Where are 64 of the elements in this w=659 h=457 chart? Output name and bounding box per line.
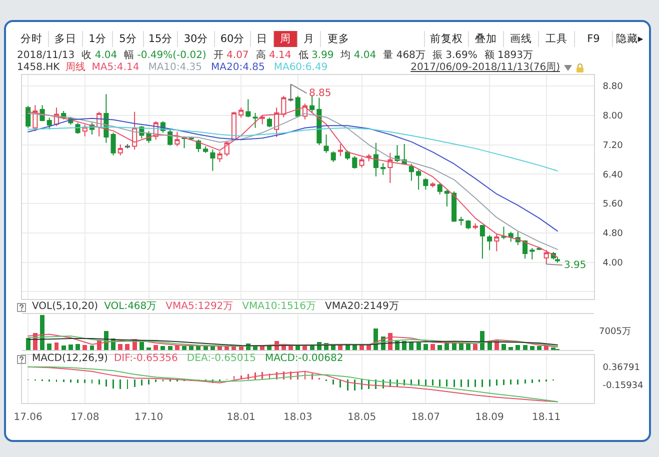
text: VMA10:1516万 <box>242 301 316 313</box>
text: MA5:4.14 <box>92 62 140 74</box>
y-tick-label: 5.60 <box>602 200 624 210</box>
series-label: DEA:-0.65015 <box>186 353 256 365</box>
text: VMA20:2149万 <box>325 301 399 313</box>
text: MA20:4.85 <box>211 62 265 74</box>
text: 30分 <box>177 31 214 47</box>
text: MA60:6.49 <box>274 62 328 74</box>
chart-subtitle: 周线 <box>66 62 86 74</box>
y-tick-label: 6.40 <box>602 170 624 180</box>
text: 1分 <box>82 31 112 47</box>
y-tick-label: 4.00 <box>602 258 624 268</box>
x-tick-label: 18.05 <box>347 412 376 423</box>
text: 叠加 <box>468 31 503 47</box>
text: 画线 <box>503 31 538 47</box>
y-tick-label: 7.20 <box>602 140 624 151</box>
text: 月 <box>297 31 320 47</box>
text: 振 3.69% <box>432 49 478 62</box>
x-tick-label: 17.08 <box>70 412 100 423</box>
text: 量 468万 <box>383 49 426 62</box>
text: 低 3.99 <box>298 50 334 61</box>
series-label: VOL:468万 <box>104 301 157 313</box>
text: 2018/11/13 <box>17 49 75 62</box>
text: 周 <box>273 31 297 47</box>
x-tick-label: 17.10 <box>134 412 164 423</box>
series-label: MACD:-0.00682 <box>264 353 344 365</box>
text: 前复权 <box>424 31 468 47</box>
text: 隐藏▸ <box>612 31 646 47</box>
text: MA10:4.35 <box>148 62 202 74</box>
text: 工具 <box>538 31 574 47</box>
chart-title: VOL(5,10,20) <box>32 301 98 313</box>
text: 5分 <box>112 31 143 47</box>
text: VMA5:1292万 <box>166 301 234 313</box>
chart-title: MACD(12,26,9) <box>32 353 108 365</box>
text: 均 4.04 <box>340 50 376 61</box>
x-tick-label: 17.06 <box>14 412 42 423</box>
text: 7005万 <box>599 327 631 337</box>
text: 高 4.14 <box>256 50 292 61</box>
chart-title: 1458.HK <box>17 62 60 74</box>
text: F9 <box>574 31 612 47</box>
y-tick-label: -0.15934 <box>602 381 644 392</box>
y-tick-label: 8.00 <box>602 112 624 122</box>
text: 开 4.07 <box>213 50 249 61</box>
series-label: DIF:-0.65356 <box>114 353 178 365</box>
text: 分时 <box>20 32 44 47</box>
text: 收 4.04 <box>82 50 118 61</box>
annotation: 8.85 <box>309 88 332 99</box>
text: 额 1893万 <box>484 49 534 62</box>
x-tick-label: 18.03 <box>284 412 312 423</box>
y-tick-label: 8.80 <box>602 82 624 92</box>
text: 更多 <box>320 31 356 47</box>
x-tick-label: 18.07 <box>411 412 440 423</box>
text: 2017/06/09-2018/11/13(76周) <box>410 62 560 74</box>
text: 幅 -0.49%(-0.02) <box>124 50 206 61</box>
y-tick-label: 4.80 <box>602 229 624 240</box>
text: 多日 <box>48 31 82 47</box>
text: 60分 <box>214 31 250 47</box>
text: 15分 <box>143 31 177 47</box>
annotation: 3.95 <box>564 260 586 271</box>
y-tick-label: 0.36791 <box>602 363 640 374</box>
x-tick-label: 18.01 <box>226 412 256 423</box>
x-tick-label: 18.09 <box>475 412 504 423</box>
x-tick-label: 18.11 <box>532 412 561 423</box>
text: 日 <box>250 31 273 47</box>
